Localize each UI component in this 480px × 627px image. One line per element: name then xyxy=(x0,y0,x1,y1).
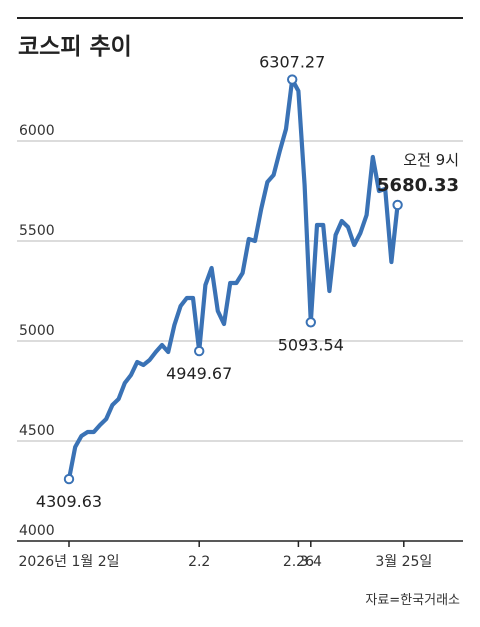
x-tick-label: 2026년 1월 2일 xyxy=(19,554,120,570)
annotation-sublabel: 오전 9시 xyxy=(403,151,459,169)
x-tick-label: 3.4 xyxy=(300,554,322,570)
annotation-marker xyxy=(305,317,316,328)
y-tick-label: 4000 xyxy=(19,523,55,539)
x-tick-label: 2.26 xyxy=(283,554,314,570)
source-note: 자료=한국거래소 xyxy=(365,593,460,608)
annotation-marker xyxy=(63,473,75,485)
y-tick-label: 5500 xyxy=(19,223,55,239)
y-tick-label: 4500 xyxy=(19,423,55,439)
y-tick-label: 6000 xyxy=(19,123,55,139)
annotation-marker xyxy=(194,345,205,357)
data-label: 4309.63 xyxy=(36,492,102,511)
y-tick-label: 5000 xyxy=(19,323,55,339)
data-label: 4949.67 xyxy=(166,364,232,383)
series-line xyxy=(66,77,400,482)
data-label: 5680.33 xyxy=(377,175,459,196)
data-label: 6307.27 xyxy=(259,53,325,72)
annotation-marker xyxy=(392,199,403,211)
chart-title: 코스피 추이 xyxy=(18,34,132,60)
annotation-marker xyxy=(287,74,298,85)
x-tick-label: 2.2 xyxy=(188,554,210,570)
x-tick-label: 3월 25일 xyxy=(375,554,432,570)
data-label: 5093.54 xyxy=(278,335,344,354)
top-rule xyxy=(17,17,463,19)
